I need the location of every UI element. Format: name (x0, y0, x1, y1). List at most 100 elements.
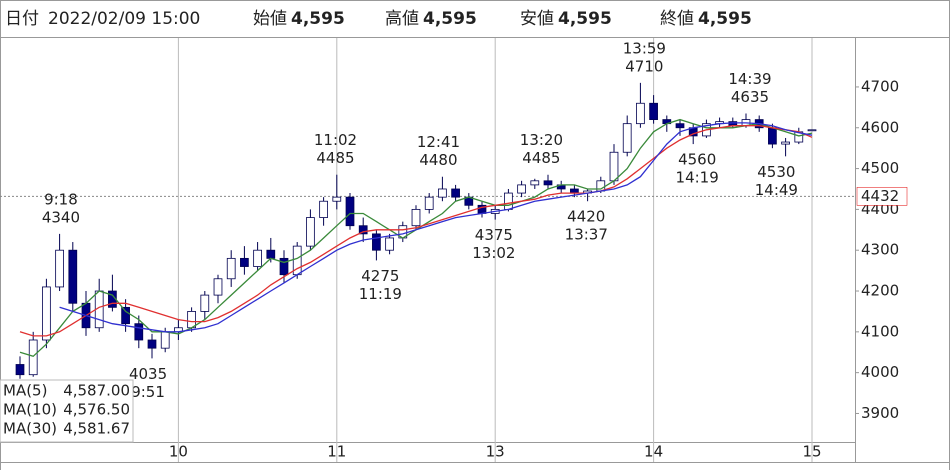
candle-body (15, 364, 25, 376)
x-tick-label: 10 (169, 443, 188, 461)
candle-body (332, 196, 342, 202)
candle-body (28, 339, 38, 376)
candle-body (768, 127, 777, 145)
candle-body (636, 102, 645, 125)
candle-body (240, 257, 249, 267)
header-box (0, 0, 950, 38)
annotation-time: 12:41 (417, 133, 460, 151)
candle-body (543, 180, 553, 186)
datetime: 2022/02/09 15:00 (48, 9, 200, 29)
field-label: 始値 (253, 9, 287, 29)
candle-body (147, 339, 157, 349)
annotation-price: 4560 (678, 151, 716, 169)
y-tick-label: 4600 (861, 118, 899, 136)
y-tick-label: 4200 (861, 282, 899, 300)
candle-body (187, 311, 196, 329)
field-label: 終値 (660, 9, 694, 29)
annotation-price: 4375 (475, 226, 513, 244)
annotation-price: 4275 (361, 267, 399, 285)
candle-body (253, 249, 262, 267)
candle-body (570, 188, 579, 194)
candle-body (530, 180, 540, 186)
candle-body (517, 184, 526, 194)
candle-body (451, 188, 460, 198)
annotation-time: 9:18 (44, 190, 78, 208)
annotation-time: 11:19 (359, 285, 402, 303)
annotation-time: 14:49 (755, 181, 798, 199)
annotation-price: 4420 (567, 208, 605, 226)
annotation-time: 14:39 (728, 70, 771, 88)
x-tick-label: 15 (802, 443, 821, 461)
annotation-time: 9:51 (131, 383, 165, 401)
candle-body (319, 200, 328, 218)
field-value: 4,595 (423, 9, 477, 29)
annotation-time: 11:02 (314, 131, 357, 149)
annotation-price: 4635 (731, 88, 769, 106)
candle-body (55, 249, 64, 288)
candle-body (213, 278, 223, 296)
candle-body (781, 141, 790, 145)
legend-name: MA(10) (3, 401, 57, 419)
y-tick-label: 4000 (861, 363, 899, 381)
candle-body (121, 306, 130, 325)
legend-name: MA(30) (3, 420, 57, 438)
legend-value: 4,587.00 (63, 382, 130, 400)
x-tick-label: 14 (644, 443, 663, 461)
ma-line (59, 122, 813, 333)
candle-body (807, 129, 817, 132)
candle-body (411, 208, 421, 227)
candle-body (279, 257, 289, 276)
x-tick-label: 13 (486, 443, 505, 461)
y-tick-label: 4100 (861, 322, 899, 340)
annotation-time: 14:19 (676, 169, 719, 187)
field-label: 高値 (385, 9, 419, 29)
annotation-price: 4480 (419, 151, 457, 169)
annotation-time: 13:59 (623, 39, 666, 57)
field-label: 安値 (520, 9, 554, 29)
candle-body (68, 249, 78, 304)
candle-body (609, 151, 619, 182)
annotation-time: 13:02 (472, 244, 515, 262)
y-tick-label: 4500 (861, 159, 899, 177)
legend-box (0, 379, 134, 443)
legend-value: 4,576.50 (63, 401, 130, 419)
annotation-price: 4035 (129, 365, 167, 383)
annotation-time: 13:20 (520, 131, 563, 149)
field-value: 4,595 (558, 9, 612, 29)
annotation-price: 4485 (522, 149, 560, 167)
y-tick-label: 4700 (861, 77, 899, 95)
candle-body (358, 225, 368, 235)
legend-name: MA(5) (3, 382, 47, 400)
reference-label: 4432 (861, 187, 899, 205)
header: 日付 2022/02/09 15:00 始値 4,595 高値 4,595 安値 4,595 終… (5, 9, 752, 29)
candle-body (675, 123, 685, 129)
candle-body (160, 331, 170, 349)
candle-body (438, 188, 447, 198)
annotation-time: 13:37 (565, 226, 608, 244)
candle-body (649, 102, 658, 120)
candle-body (372, 233, 381, 251)
candle-body (385, 237, 394, 251)
candle-body (42, 286, 51, 341)
date-label: 日付 (5, 9, 39, 29)
candle-body (622, 123, 632, 153)
x-tick-label: 11 (327, 443, 346, 461)
candle-body (200, 294, 210, 312)
annotation-price: 4340 (42, 208, 80, 226)
candle-body (306, 217, 315, 247)
legend-value: 4,581.67 (63, 420, 130, 438)
y-tick-label: 3900 (861, 404, 899, 422)
annotation-price: 4485 (316, 149, 354, 167)
candle-body (424, 196, 434, 210)
candle-body (134, 323, 144, 341)
candle-body (504, 192, 513, 210)
candle-body (266, 249, 276, 259)
ma-line (19, 125, 813, 337)
candle-body (226, 257, 236, 280)
y-tick-label: 4300 (861, 241, 899, 259)
annotation-price: 4530 (757, 163, 795, 181)
reference-label-box (856, 187, 908, 206)
candle-body (345, 196, 355, 227)
